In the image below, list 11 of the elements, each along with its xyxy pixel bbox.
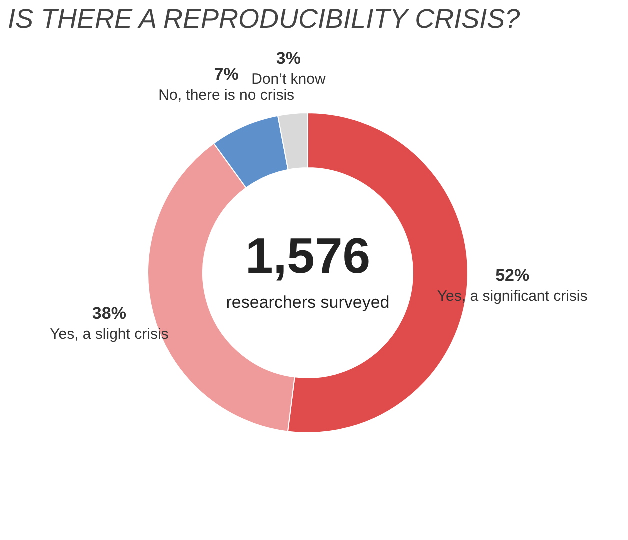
chart-title: IS THERE A REPRODUCIBILITY CRISIS?	[8, 4, 520, 34]
text: 1,576	[245, 228, 371, 284]
data-label: 52%	[496, 266, 530, 285]
data-label: 38%	[92, 304, 126, 323]
data-label: 3%	[276, 48, 301, 68]
slice-label: Don’t know	[252, 70, 326, 88]
slice-label: No, there is no crisis	[158, 86, 295, 104]
text: researchers surveyed	[226, 293, 390, 312]
data-label: 7%	[214, 64, 239, 84]
slice-label: Yes, a slight crisis	[50, 326, 169, 343]
slice-label: Yes, a significant crisis	[437, 288, 588, 305]
